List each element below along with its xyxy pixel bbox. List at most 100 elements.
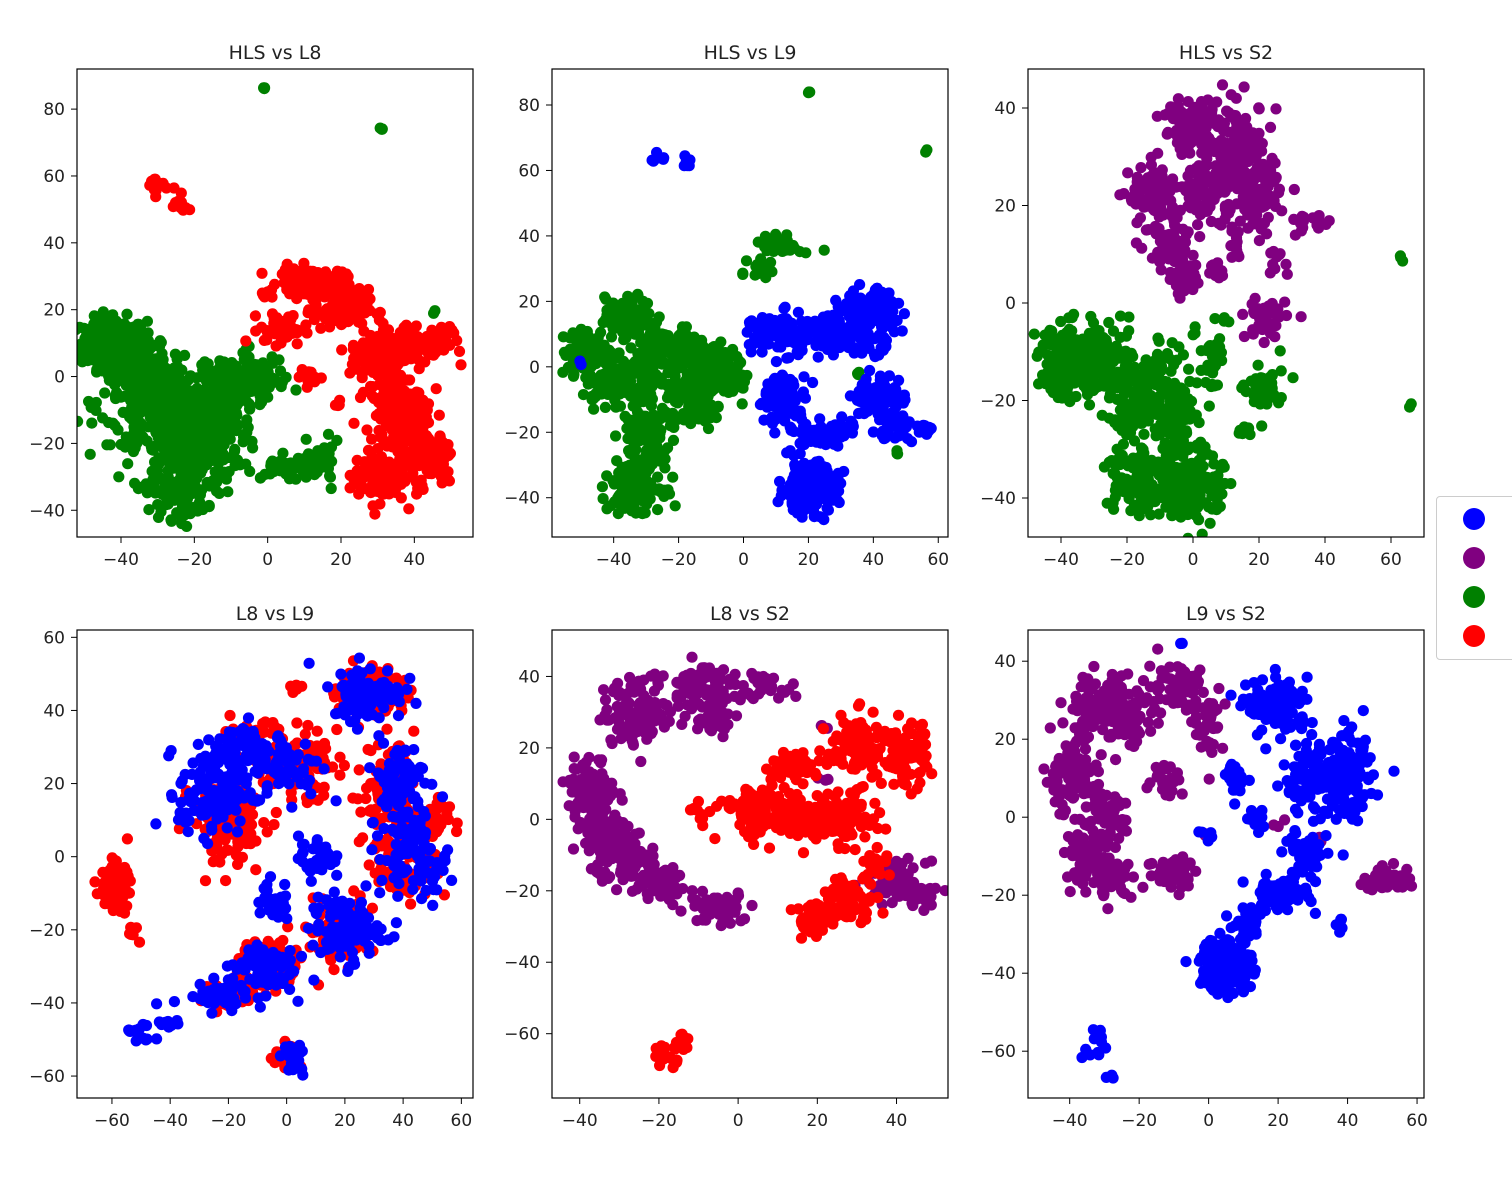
scatter-point: [836, 411, 848, 423]
scatter-point: [275, 337, 287, 349]
scatter-point: [310, 374, 322, 386]
scatter-point: [617, 355, 630, 367]
scatter-point: [277, 447, 289, 459]
scatter-point: [1231, 121, 1243, 133]
scatter-point: [399, 434, 411, 446]
scatter-point: [1164, 266, 1177, 279]
data-points: [1028, 79, 1417, 537]
scatter-point: [1145, 151, 1157, 163]
data-points: [77, 82, 467, 533]
scatter-point: [218, 356, 230, 368]
scatter-point: [609, 322, 621, 334]
scatter-point: [771, 398, 783, 410]
scatter-point: [847, 314, 859, 327]
scatter-point: [228, 445, 241, 457]
scatter-point: [764, 263, 776, 275]
scatter-point: [642, 350, 654, 362]
scatter-point: [623, 299, 635, 311]
scatter-point: [1273, 187, 1285, 199]
scatter-point: [1320, 218, 1332, 230]
scatter-point: [1240, 140, 1252, 152]
scatter-point: [632, 317, 644, 329]
scatter-point: [616, 378, 628, 390]
scatter-point: [198, 384, 210, 396]
scatter-point: [812, 351, 824, 363]
scatter-point: [433, 409, 445, 421]
scatter-point: [1230, 92, 1242, 104]
scatter-point: [84, 448, 96, 460]
scatter-point: [1191, 107, 1203, 119]
scatter-point: [1223, 145, 1235, 157]
scatter-point: [268, 313, 280, 325]
scatter-point: [395, 478, 407, 490]
scatter-point: [601, 503, 613, 515]
scatter-point: [429, 305, 441, 317]
scatter-point: [787, 376, 799, 388]
scatter-point: [587, 372, 599, 384]
scatter-point: [224, 400, 236, 412]
scatter-point: [257, 389, 269, 401]
scatter-point: [203, 501, 215, 513]
scatter-point: [1229, 110, 1242, 122]
y-tick-label: 60: [518, 161, 540, 181]
scatter-point: [814, 413, 826, 425]
scatter-point: [262, 286, 274, 298]
scatter-point: [234, 459, 246, 471]
scatter-point: [408, 438, 420, 451]
scatter-point: [152, 511, 165, 523]
scatter-point: [830, 294, 842, 306]
scatter-point: [601, 470, 613, 482]
scatter-point: [864, 397, 876, 409]
scatter-point: [405, 336, 417, 348]
scatter-point: [122, 458, 134, 470]
scatter-point: [1176, 181, 1188, 193]
scatter-point: [891, 448, 903, 460]
y-tick-label: 20: [518, 292, 540, 312]
scatter-point: [614, 400, 627, 412]
scatter-point: [163, 425, 175, 438]
scatter-point: [1162, 108, 1174, 120]
scatter-point: [249, 360, 261, 372]
scatter-point: [659, 462, 671, 474]
scatter-point: [415, 396, 428, 408]
scatter-point: [1194, 231, 1206, 243]
scatter-point: [697, 340, 709, 352]
scatter-point: [1223, 207, 1235, 219]
scatter-point: [784, 486, 796, 498]
scatter-point: [254, 472, 266, 484]
scatter-point: [1249, 292, 1261, 304]
x-tick-label: −40: [103, 550, 139, 570]
scatter-point: [246, 435, 258, 447]
scatter-point: [1253, 103, 1265, 115]
scatter-point: [804, 86, 816, 98]
scatter-point: [654, 427, 666, 439]
scatter-point: [744, 318, 756, 330]
scatter-point: [599, 401, 612, 413]
scatter-point: [157, 390, 169, 402]
scatter-point: [310, 461, 322, 473]
scatter-point: [872, 408, 884, 420]
scatter-point: [370, 478, 382, 490]
y-tick-label: 80: [43, 100, 65, 120]
scatter-point: [144, 355, 156, 367]
scatter-point: [600, 358, 612, 370]
scatter-point: [775, 490, 787, 502]
scatter-point: [864, 364, 876, 377]
scatter-point: [681, 372, 693, 384]
scatter-point: [423, 340, 435, 352]
scatter-point: [659, 329, 671, 341]
scatter-point: [557, 366, 569, 378]
scatter-point: [770, 356, 783, 368]
x-tick-label: −20: [661, 550, 697, 570]
scatter-point: [574, 340, 586, 352]
scatter-point: [148, 472, 160, 484]
scatter-point: [289, 283, 301, 295]
scatter-point: [820, 321, 832, 333]
scatter-point: [902, 433, 914, 445]
scatter-point: [898, 308, 911, 320]
scatter-point: [879, 432, 892, 444]
scatter-point: [324, 470, 336, 482]
scatter-point: [596, 481, 609, 493]
scatter-point: [701, 382, 713, 394]
